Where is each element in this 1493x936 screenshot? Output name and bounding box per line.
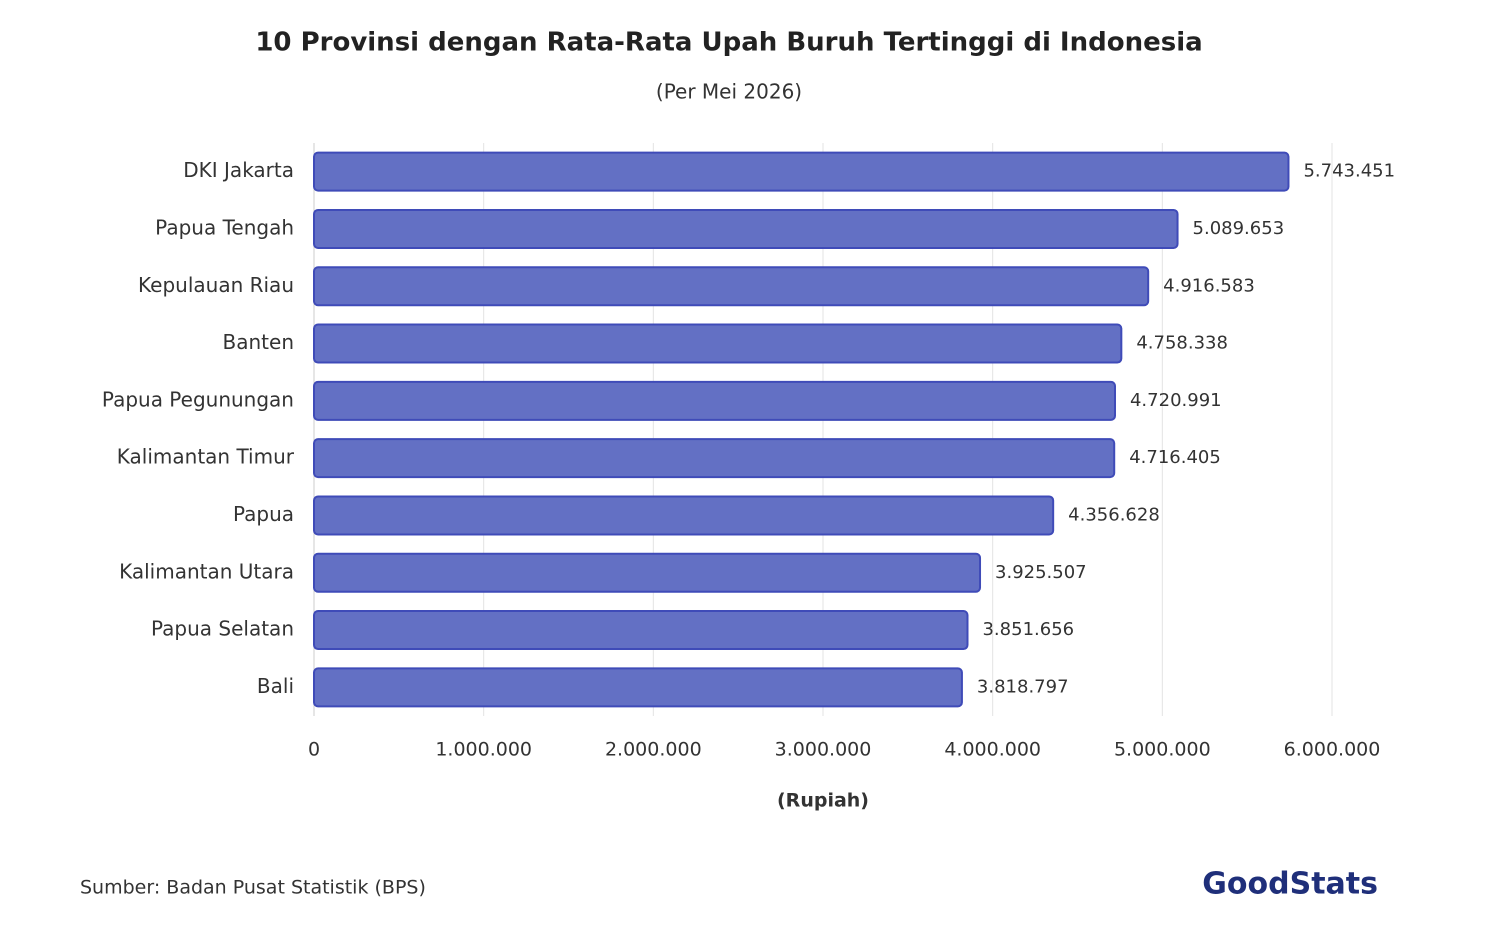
x-tick-label: 1.000.000 — [435, 739, 532, 761]
y-tick-label: DKI Jakarta — [183, 158, 294, 182]
value-label: 4.356.628 — [1068, 504, 1160, 525]
chart-subtitle: (Per Mei 2026) — [656, 80, 802, 104]
value-label: 3.925.507 — [995, 562, 1087, 583]
bar — [313, 208, 1179, 249]
x-axis-label: (Rupiah) — [777, 790, 869, 812]
value-label: 4.720.991 — [1130, 390, 1222, 411]
value-label: 5.743.451 — [1303, 161, 1395, 182]
chart-title: 10 Provinsi dengan Rata-Rata Upah Buruh … — [255, 28, 1202, 58]
y-tick-label: Bali — [257, 674, 294, 698]
x-tick-label: 2.000.000 — [605, 739, 702, 761]
y-tick-label: Banten — [223, 330, 294, 354]
bar — [313, 610, 969, 651]
bar — [313, 667, 963, 708]
bar — [313, 438, 1116, 479]
y-tick-label: Papua Pegunungan — [102, 387, 294, 411]
bar — [313, 151, 1290, 192]
y-tick-label: Papua Selatan — [151, 617, 294, 641]
x-tick-label: 4.000.000 — [944, 739, 1041, 761]
value-label: 3.851.656 — [982, 619, 1074, 640]
x-tick-label: 3.000.000 — [775, 739, 872, 761]
bar — [313, 552, 982, 593]
y-tick-label: Kalimantan Utara — [119, 559, 294, 583]
value-label: 4.716.405 — [1129, 447, 1221, 468]
value-label: 3.818.797 — [977, 676, 1069, 697]
logo: GoodStats — [1202, 867, 1378, 902]
y-tick-label: Papua Tengah — [155, 215, 294, 239]
bar — [313, 323, 1123, 364]
source: Sumber: Badan Pusat Statistik (BPS) — [80, 877, 426, 899]
y-tick-label: Papua — [233, 502, 294, 526]
bar — [313, 495, 1055, 536]
value-label: 4.758.338 — [1136, 333, 1228, 354]
x-tick-label: 5.000.000 — [1114, 739, 1211, 761]
x-tick-label: 0 — [308, 739, 320, 761]
y-tick-label: Kepulauan Riau — [138, 273, 294, 297]
bar — [313, 380, 1116, 421]
y-tick-label: Kalimantan Timur — [117, 445, 295, 469]
x-tick-label: 6.000.000 — [1284, 739, 1381, 761]
value-label: 4.916.583 — [1163, 275, 1255, 296]
bar — [313, 266, 1150, 307]
value-label: 5.089.653 — [1193, 218, 1285, 239]
